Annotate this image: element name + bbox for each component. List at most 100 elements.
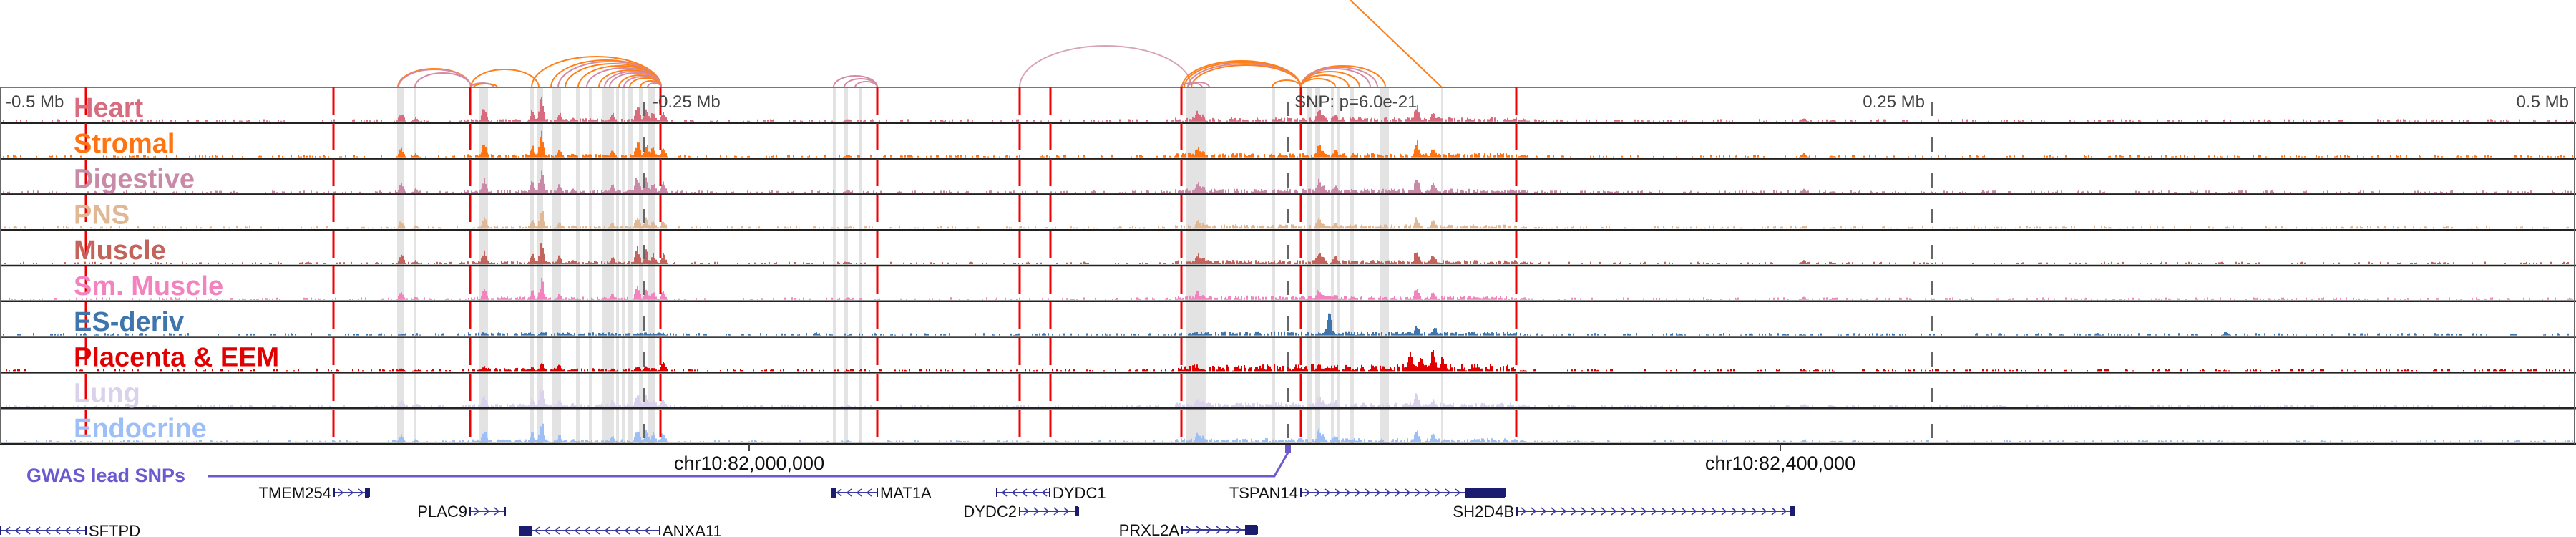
gene-label: DYDC1 (1053, 484, 1106, 502)
gene-tspan14[interactable]: TSPAN14 (1229, 484, 1506, 502)
interaction-arc-offscreen (1350, 0, 1443, 88)
track-label: PNS (74, 200, 130, 230)
axis-label-0.25: 0.25 Mb (1863, 92, 1925, 112)
signal-track-digestive (3, 170, 2572, 193)
interaction-arc (470, 69, 540, 88)
track-labels: Heart Stromal Digestive PNS Muscle Sm. Muscle… (74, 93, 279, 444)
gene-label: SH2D4B (1453, 503, 1514, 521)
gene-label: PLAC9 (417, 503, 467, 521)
signal-track-muscle (0, 243, 2569, 264)
interaction-arc (397, 68, 472, 88)
strand-arrows (1001, 488, 1048, 497)
gwas-track-label: GWAS lead SNPs (26, 465, 185, 486)
chromosome-axis: chr10:82,000,000 chr10:82,400,000 (674, 444, 1855, 474)
track-label: Placenta & EEM (74, 343, 279, 373)
track-borders (0, 87, 2576, 445)
signal-bars (6, 423, 2573, 442)
interaction-arc (398, 69, 472, 88)
signal-track-es-deriv (3, 313, 2569, 336)
exon-block (519, 526, 532, 536)
track-label: Endocrine (74, 414, 207, 444)
signal-bars (3, 313, 2569, 336)
interaction-arc (470, 82, 494, 88)
signal-bars (0, 243, 2569, 264)
interaction-arc (473, 83, 498, 88)
track-label: Muscle (74, 236, 166, 266)
signal-track-pns (4, 211, 2569, 229)
gene-track: TMEM254 PLAC9 SFTPD ANXA11 MAT1A DYDC1 DYDC2 PR… (0, 484, 1795, 537)
gene-label: TMEM254 (259, 484, 331, 502)
signal-track-heart (0, 97, 2573, 122)
signal-bars (0, 389, 2560, 407)
gene-label: PRXL2A (1119, 521, 1180, 537)
gene-label: TSPAN14 (1229, 484, 1298, 502)
strand-arrows (4, 526, 81, 535)
strand-arrows (1521, 507, 1787, 516)
exon-block (365, 488, 369, 498)
axis-label-minus-0.25: -0.25 Mb (653, 92, 721, 112)
signal-track-endocrine (6, 423, 2573, 442)
signal-track-sm-muscle (9, 278, 2573, 300)
exon-block (1075, 506, 1078, 516)
track-label: Heart (74, 93, 143, 123)
gene-label: DYDC2 (963, 503, 1017, 521)
track-label: Digestive (74, 165, 195, 195)
interaction-arc (1272, 79, 1302, 88)
signal-bars (4, 211, 2569, 229)
strand-arrows (836, 488, 872, 497)
track-label: Sm. Muscle (74, 271, 223, 301)
strand-arrows (534, 526, 650, 535)
gene-prxl2a[interactable]: PRXL2A (1119, 521, 1258, 537)
strand-arrows (1304, 488, 1461, 497)
exon-block (1790, 506, 1795, 516)
interaction-arc (647, 82, 662, 88)
track-label: Lung (74, 378, 140, 408)
axis-label-minus-0.5: -0.5 Mb (6, 92, 64, 112)
gene-label: SFTPD (89, 522, 140, 537)
interaction-arcs (397, 0, 1443, 88)
snp-pvalue-label: SNP: p=6.0e-21 (1294, 92, 1417, 112)
exon-block (1465, 488, 1505, 498)
signal-bars (9, 278, 2573, 300)
chr-tick-label-82000000: chr10:82,000,000 (674, 453, 824, 474)
signal-track-stromal (3, 130, 2573, 158)
signal-bars (3, 130, 2573, 158)
strand-arrows (474, 507, 500, 516)
interaction-arc (1187, 82, 1210, 88)
strand-arrows (338, 488, 364, 497)
chr-tick-label-82400000: chr10:82,400,000 (1705, 453, 1855, 474)
boundary-lines (84, 87, 1933, 444)
signal-bars (6, 350, 2570, 372)
gene-sh2d4b[interactable]: SH2D4B (1453, 503, 1795, 521)
track-label: ES-deriv (74, 307, 184, 337)
gene-mat1a[interactable]: MAT1A (831, 484, 932, 502)
interaction-arc (854, 81, 878, 88)
exon-block (831, 488, 836, 498)
gwas-track: GWAS lead SNPs (26, 445, 1291, 486)
gwas-snp-marker[interactable] (1285, 445, 1291, 453)
signal-bars (3, 170, 2572, 193)
gene-dydc1[interactable]: DYDC1 (996, 484, 1106, 502)
strand-arrows (1186, 526, 1242, 534)
gene-label: MAT1A (880, 484, 932, 502)
signal-track-lung (0, 389, 2560, 407)
gene-dydc2[interactable]: DYDC2 (963, 503, 1079, 521)
interaction-arc (1300, 78, 1336, 88)
track-label: Stromal (74, 129, 175, 159)
interaction-arc (1191, 64, 1302, 88)
interaction-arc (414, 72, 472, 88)
relative-axis: -0.5 Mb -0.25 Mb 0.25 Mb 0.5 Mb SNP: p=6… (6, 92, 2569, 112)
gene-tmem254[interactable]: TMEM254 (259, 484, 370, 502)
gene-anxa11[interactable]: ANXA11 (519, 522, 722, 537)
signal-tracks (0, 97, 2573, 442)
signal-bars (0, 97, 2573, 122)
gene-sftpd[interactable]: SFTPD (0, 522, 140, 537)
strand-arrows (1023, 507, 1070, 516)
interaction-arc (1019, 45, 1192, 88)
exon-block (1245, 525, 1257, 535)
signal-track-placenta-eem (6, 350, 2570, 372)
gene-label: ANXA11 (663, 522, 722, 537)
gene-plac9[interactable]: PLAC9 (417, 503, 506, 521)
